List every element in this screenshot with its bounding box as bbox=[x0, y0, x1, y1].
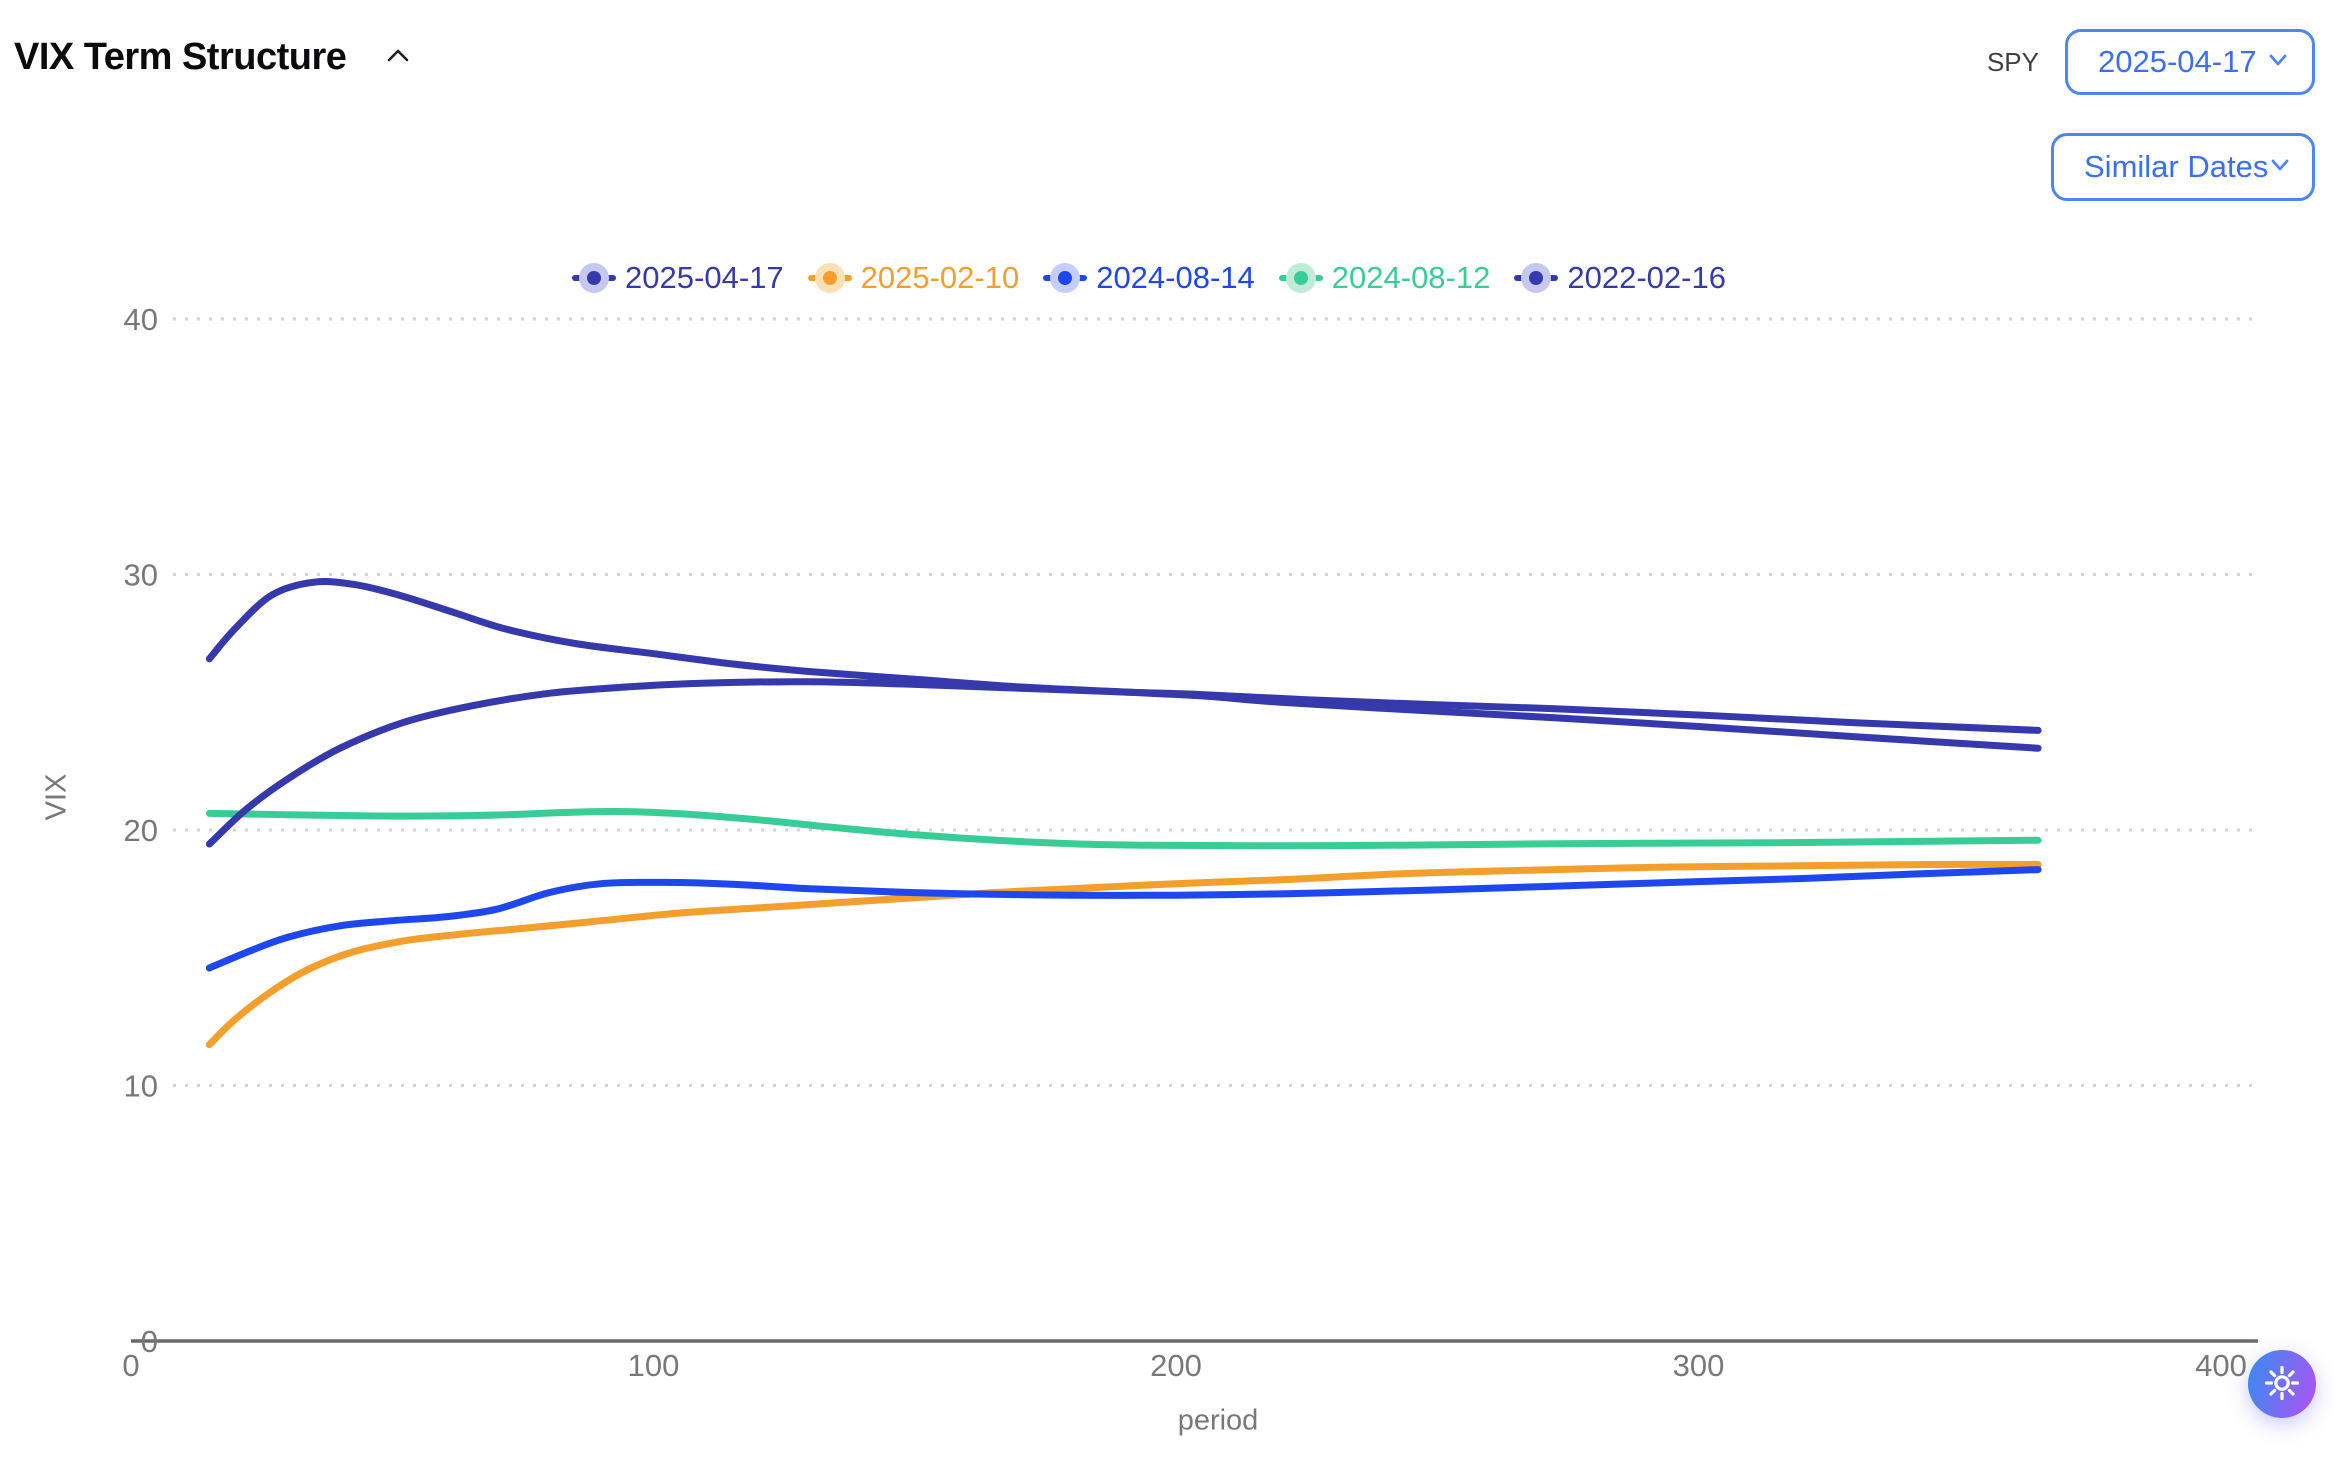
legend-label: 2025-04-17 bbox=[625, 260, 784, 295]
y-tick-label-20: 20 bbox=[124, 813, 158, 848]
sun-icon bbox=[2263, 1364, 2301, 1405]
theme-fab-button[interactable] bbox=[2248, 1350, 2316, 1418]
legend-label: 2025-02-10 bbox=[860, 260, 1020, 295]
legend-item-2024-08-12[interactable]: 2024-08-12 bbox=[1278, 260, 1491, 296]
line-2024-08-14[interactable] bbox=[205, 866, 2042, 972]
legend-marker-icon bbox=[807, 262, 852, 294]
legend-marker-icon bbox=[572, 262, 617, 294]
x-tick-label-100: 100 bbox=[628, 1348, 680, 1383]
symbol-date-row: SPY 2025-04-17 bbox=[1987, 29, 2315, 95]
legend-marker-icon bbox=[1043, 262, 1088, 294]
collapse-panel-button[interactable] bbox=[380, 42, 416, 73]
line-2024-08-12[interactable] bbox=[205, 807, 2042, 850]
legend-item-2024-08-14[interactable]: 2024-08-14 bbox=[1043, 260, 1255, 296]
symbol-label: SPY bbox=[1986, 46, 2039, 77]
legend-label: 2024-08-14 bbox=[1096, 260, 1255, 295]
legend-marker-icon bbox=[1514, 262, 1559, 294]
chevron-up-icon bbox=[384, 46, 412, 69]
chart-controls: SPY 2025-04-17 Similar Dates bbox=[1987, 29, 2315, 201]
legend-label: 2022-02-16 bbox=[1567, 260, 1726, 295]
line-2025-04-17[interactable] bbox=[205, 578, 2042, 752]
x-tick-label-0: 0 bbox=[122, 1348, 139, 1383]
x-tick-label-200: 200 bbox=[1150, 1348, 1202, 1383]
y-tick-label-10: 10 bbox=[124, 1069, 158, 1104]
date-select-value: 2025-04-17 bbox=[2098, 44, 2257, 79]
similar-dates-select[interactable]: Similar Dates bbox=[2051, 133, 2315, 201]
legend-item-2025-04-17[interactable]: 2025-04-17 bbox=[572, 260, 784, 296]
y-tick-label-30: 30 bbox=[124, 558, 158, 593]
chart-legend: 2025-04-17 2025-02-10 2024-08-14 2024-08-12… bbox=[0, 260, 2320, 296]
legend-item-2025-02-10[interactable]: 2025-02-10 bbox=[807, 260, 1020, 296]
legend-item-2022-02-16[interactable]: 2022-02-16 bbox=[1514, 260, 1726, 296]
similar-dates-label: Similar Dates bbox=[2084, 149, 2269, 184]
y-axis-title: VIX bbox=[40, 773, 73, 821]
page-title: VIX Term Structure bbox=[14, 36, 347, 78]
x-tick-label-400: 400 bbox=[2195, 1348, 2247, 1383]
x-axis-title: period bbox=[1177, 1404, 1259, 1437]
legend-marker-icon bbox=[1278, 262, 1323, 294]
legend-label: 2024-08-12 bbox=[1331, 260, 1491, 295]
line-2022-02-16[interactable] bbox=[205, 678, 2042, 848]
chevron-down-icon bbox=[2266, 52, 2290, 73]
y-tick-label-40: 40 bbox=[124, 302, 158, 337]
y-tick-label-0: 0 bbox=[141, 1324, 158, 1359]
x-tick-label-300: 300 bbox=[1673, 1348, 1725, 1383]
line-2025-02-10[interactable] bbox=[205, 860, 2042, 1049]
chevron-down-icon bbox=[2268, 157, 2292, 178]
date-select[interactable]: 2025-04-17 bbox=[2065, 29, 2315, 95]
panel-header: VIX Term Structure bbox=[14, 36, 416, 79]
